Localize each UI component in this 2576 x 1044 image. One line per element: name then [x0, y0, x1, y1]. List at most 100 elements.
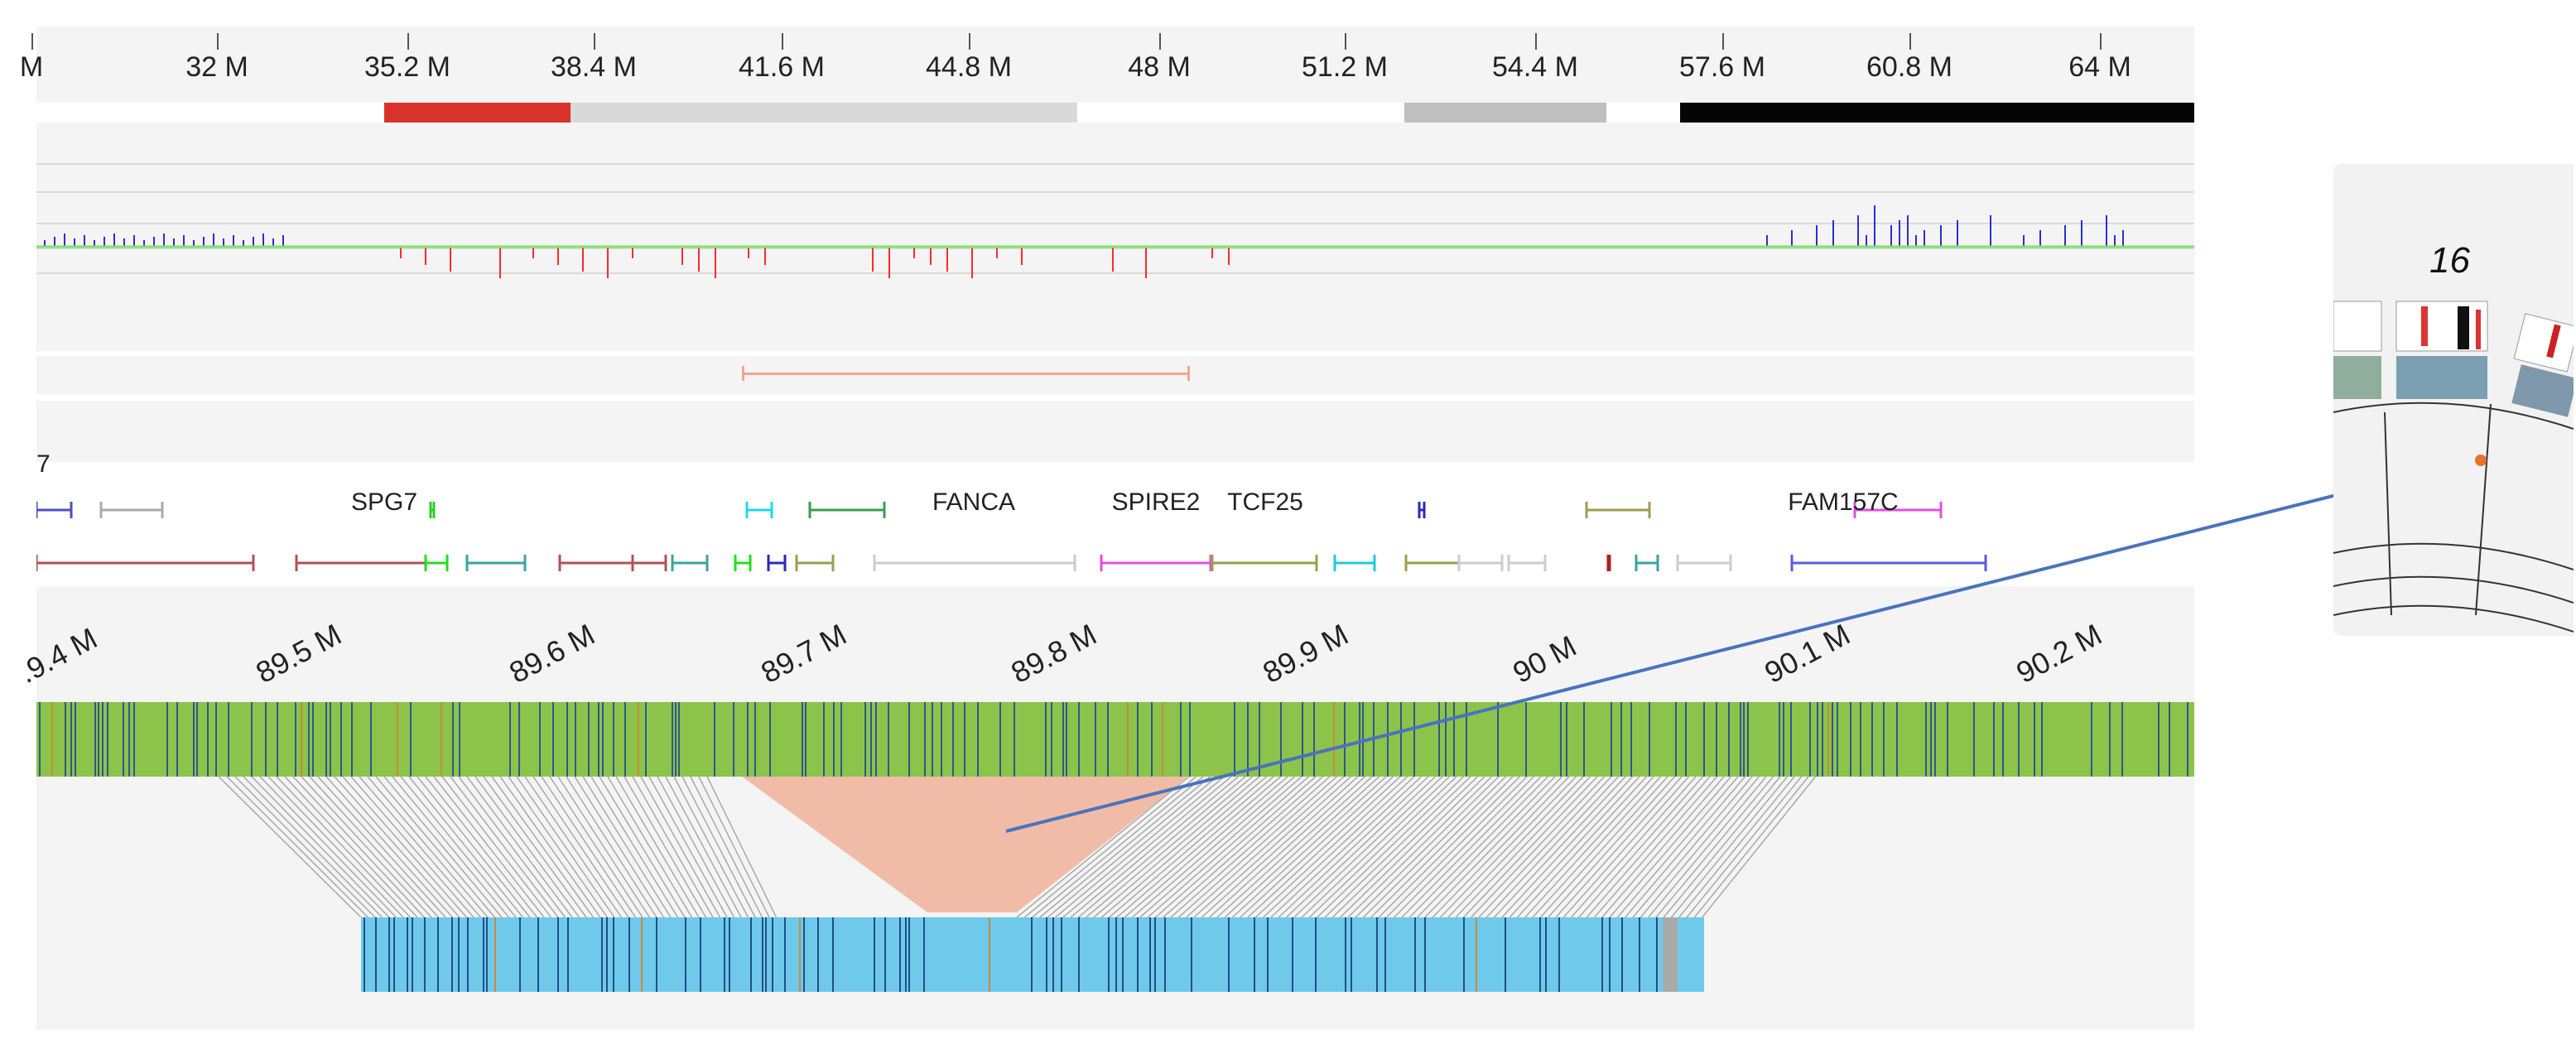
gene-feature[interactable]: [1404, 555, 1461, 571]
synteny-link: [1177, 777, 1337, 917]
synteny-link: [582, 777, 672, 917]
zoom-axis-tick-label: 89.6 M: [503, 617, 600, 690]
deletion-span-right-cap: [1187, 366, 1190, 381]
synteny-link: [466, 777, 573, 917]
deletion-wedge[interactable]: [742, 777, 1189, 912]
gene-feature[interactable]: [295, 555, 427, 571]
sv-track[interactable]: [36, 356, 2194, 389]
synteny-link: [474, 777, 580, 917]
gene-feature[interactable]: [1100, 555, 1212, 571]
synteny-link: [292, 777, 426, 917]
top-axis-tick-label: 60.8 M: [1866, 51, 1952, 83]
gene-feature[interactable]: [558, 555, 634, 571]
synteny-link: [665, 777, 742, 917]
top-axis-tick-label: 41.6 M: [739, 51, 825, 83]
circos-segment[interactable]: [2333, 164, 2574, 636]
gene-feature[interactable]: [1457, 555, 1504, 571]
reference-contig-track[interactable]: [36, 702, 2194, 777]
cytoband-ideogram[interactable]: [36, 103, 2194, 123]
top-axis-tick-label: 44.8 M: [926, 51, 1012, 83]
genome-browser-panel: M 32 M 35.2 M 38.4 M 41.6 M 44.8 M 48 M 51.2 M 5…: [13, 26, 2194, 1030]
gene-feature[interactable]: [795, 555, 835, 571]
synteny-link: [1455, 777, 1591, 917]
gene-label-tcf25[interactable]: TCF25: [1227, 488, 1303, 516]
gene-feature[interactable]: [767, 555, 787, 571]
synteny-link: [706, 777, 778, 917]
synteny-link: [648, 777, 728, 917]
coverage-bars: [44, 205, 2124, 278]
top-axis-tick-label: 35.2 M: [364, 51, 450, 83]
gene-features[interactable]: [36, 462, 2194, 586]
synteny-link: [1447, 777, 1584, 917]
synteny-link: [259, 777, 397, 917]
top-axis-tick-label: 57.6 M: [1679, 51, 1765, 83]
synteny-link: [1663, 777, 1781, 917]
synteny-link: [657, 777, 735, 917]
gene-feature[interactable]: [1585, 502, 1651, 518]
gene-feature[interactable]: [99, 502, 164, 518]
gene-feature[interactable]: [808, 502, 886, 518]
synteny-link: [566, 777, 657, 917]
gene-feature[interactable]: [424, 555, 449, 571]
synteny-link: [1639, 777, 1760, 917]
synteny-link: [549, 777, 643, 917]
synteny-link: [615, 777, 700, 917]
gene-label-spire2[interactable]: SPIRE2: [1111, 488, 1201, 516]
gene-feature[interactable]: [465, 555, 527, 571]
synteny-link: [698, 777, 770, 917]
synteny-link: [590, 777, 679, 917]
chromosome-number-label: 16: [2429, 240, 2470, 281]
gene-label-fanca[interactable]: FANCA: [932, 488, 1016, 516]
synteny-link: [334, 777, 460, 917]
gene-feature[interactable]: [873, 555, 1076, 571]
gene-annotation-track[interactable]: 7 SPG7 FANCA SPIRE2 TCF25 FAM157C: [36, 450, 2194, 586]
synteny-link: [392, 777, 510, 917]
top-axis-tick-label: 32 M: [185, 51, 248, 83]
synteny-link: [1417, 777, 1556, 917]
synteny-link: [218, 777, 362, 917]
synteny-link: [1163, 777, 1323, 917]
gene-feature[interactable]: [734, 555, 752, 571]
zoom-axis-tick-label: 90 M: [1507, 628, 1582, 690]
gene-feature[interactable]: [671, 555, 709, 571]
track-separator: [36, 394, 2194, 401]
synteny-links: [218, 777, 1817, 917]
gene-feature[interactable]: [1676, 555, 1732, 571]
gene-feature[interactable]: [1507, 555, 1547, 571]
synteny-link: [1632, 777, 1753, 917]
gene-feature[interactable]: [1333, 555, 1376, 571]
gene-feature[interactable]: [1635, 555, 1659, 571]
synteny-link: [350, 777, 474, 917]
cytoband-gray-segment: [571, 103, 1077, 123]
deletion-span[interactable]: [742, 373, 1189, 375]
synteny-link: [450, 777, 559, 917]
synteny-link: [557, 777, 651, 917]
top-axis-tick: [1909, 33, 1911, 50]
synteny-link: [342, 777, 468, 917]
gene-feature[interactable]: [1790, 555, 1987, 571]
gene-label-fam157c[interactable]: FAM157C: [1788, 488, 1899, 516]
track-rings: [2333, 402, 2574, 633]
top-axis-tick: [1722, 33, 1724, 50]
gene-label-spg7[interactable]: SPG7: [350, 488, 418, 516]
copy-number-track[interactable]: [36, 132, 2194, 339]
synteny-link: [433, 777, 545, 917]
gene-feature[interactable]: [36, 555, 255, 571]
synteny-link: [359, 777, 482, 917]
top-axis-tick: [1159, 33, 1161, 50]
gene-label-7: 7: [36, 450, 51, 478]
gene-feature[interactable]: [1211, 555, 1318, 571]
breakpoint-marker[interactable]: [2475, 455, 2487, 466]
gene-feature[interactable]: [1606, 555, 1611, 571]
query-contig-track[interactable]: [361, 917, 1704, 992]
gene-feature[interactable]: [631, 555, 667, 571]
top-axis-tick-label: 48 M: [1128, 51, 1191, 83]
synteny-link: [541, 777, 637, 917]
gene-feature[interactable]: [429, 502, 436, 518]
gene-feature[interactable]: [36, 502, 73, 518]
gene-feature[interactable]: [1418, 502, 1426, 518]
synteny-link: [532, 777, 629, 917]
gene-feature[interactable]: [745, 502, 773, 518]
circos-inset[interactable]: 16: [2333, 164, 2574, 636]
top-axis-tick-label: 54.4 M: [1492, 51, 1578, 83]
